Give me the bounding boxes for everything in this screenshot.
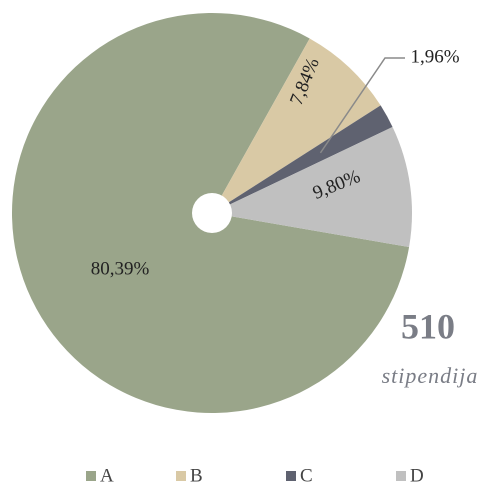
slice-label: 80,39% (91, 258, 150, 279)
legend-label: B (190, 465, 203, 485)
legend-swatch (86, 471, 96, 481)
pie-slice (212, 38, 381, 214)
legend-swatch (396, 471, 406, 481)
legend-label: D (410, 465, 424, 485)
pie-slice (212, 105, 393, 213)
slice-label: 1,96% (410, 46, 459, 67)
leader-line (319, 57, 405, 154)
legend-swatch (176, 471, 186, 481)
legend-swatch (286, 471, 296, 481)
legend-label: A (100, 465, 114, 485)
total-caption: stipendija (382, 363, 479, 388)
pie-slice (212, 126, 412, 248)
pie-hole (192, 193, 232, 233)
legend-label: C (300, 465, 313, 485)
total-number: 510 (401, 306, 455, 346)
